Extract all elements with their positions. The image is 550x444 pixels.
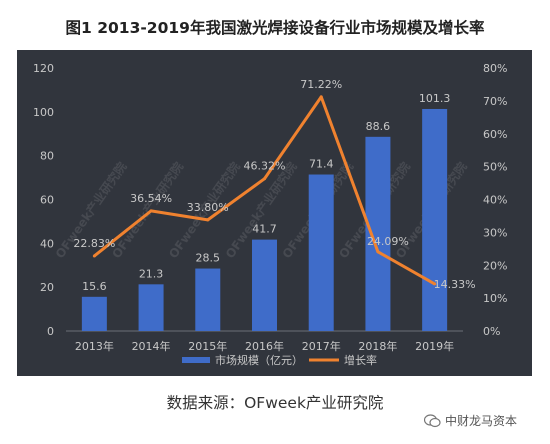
legend-line-label: 增长率 [344,353,377,367]
line-point [433,282,437,286]
line-value-label: 14.33% [434,278,476,291]
bar-value-label: 21.3 [139,267,164,280]
bar [308,174,334,331]
bar [365,136,391,331]
line-point [149,209,153,213]
y-right-tick-label: 50% [483,161,507,174]
combo-chart: OFweek产业研究院OFweek产业研究院OFweek产业研究院OFweek产… [33,62,507,367]
y-left-tick-label: 0 [47,325,54,338]
y-right-tick-label: 10% [483,292,507,305]
brand-watermark: 中财龙马资本 [424,412,517,429]
bar-value-label: 28.5 [196,252,221,265]
wechat-icon [424,413,441,428]
line-value-label: 36.54% [130,192,172,205]
line-value-label: 22.83% [73,237,115,250]
line-point [206,218,210,222]
chart-area: OFweek产业研究院 OFweek产业研究院 OFweek产业研究院 OFweek产… [17,50,532,376]
y-right-tick-label: 20% [483,259,507,272]
x-tick-label: 2016年 [245,339,284,353]
bar [422,108,448,331]
bar-value-label: 41.7 [252,223,277,236]
line-point [92,254,96,258]
x-tick-label: 2018年 [358,339,397,353]
x-tick-label: 2017年 [302,339,341,353]
bar [138,284,164,331]
line-value-label: 46.32% [244,160,286,173]
y-right-tick-label: 80% [483,62,507,75]
y-left-tick-label: 120 [33,62,54,75]
legend-bar-swatch [182,357,210,363]
line-value-label: 71.22% [300,78,342,91]
x-tick-label: 2015年 [188,339,227,353]
y-right-tick-label: 40% [483,194,507,207]
y-left-tick-label: 40 [40,237,54,250]
brand-name: 中财龙马资本 [445,414,518,428]
x-tick-label: 2019年 [415,339,454,353]
chart-title: 图1 2013-2019年我国激光焊接设备行业市场规模及增长率 [65,19,485,37]
y-left-tick-label: 60 [40,194,54,207]
data-source-note: 数据来源：OFweek产业研究院 [166,394,384,412]
y-right-tick-label: 60% [483,128,507,141]
bar [81,296,107,331]
y-left-tick-label: 80 [40,150,54,163]
y-right-tick-label: 0% [483,325,500,338]
bar [252,239,277,331]
line-value-label: 33.80% [187,201,229,214]
bar-value-label: 71.4 [309,158,334,171]
y-right-tick-label: 30% [483,226,507,239]
x-tick-label: 2013年 [75,339,114,353]
legend-bar-label: 市场规模（亿元） [215,353,303,367]
bar-value-label: 88.6 [366,120,391,133]
bar-value-label: 101.3 [419,92,451,105]
line-value-label: 24.09% [367,235,409,248]
bar [195,268,221,331]
y-left-tick-label: 100 [33,106,54,119]
line-point [319,95,323,99]
x-tick-label: 2014年 [132,339,171,353]
line-point [263,177,266,181]
bar-value-label: 15.6 [82,280,107,293]
y-right-tick-label: 70% [483,95,507,108]
line-point [376,250,380,254]
y-left-tick-label: 20 [40,281,54,294]
